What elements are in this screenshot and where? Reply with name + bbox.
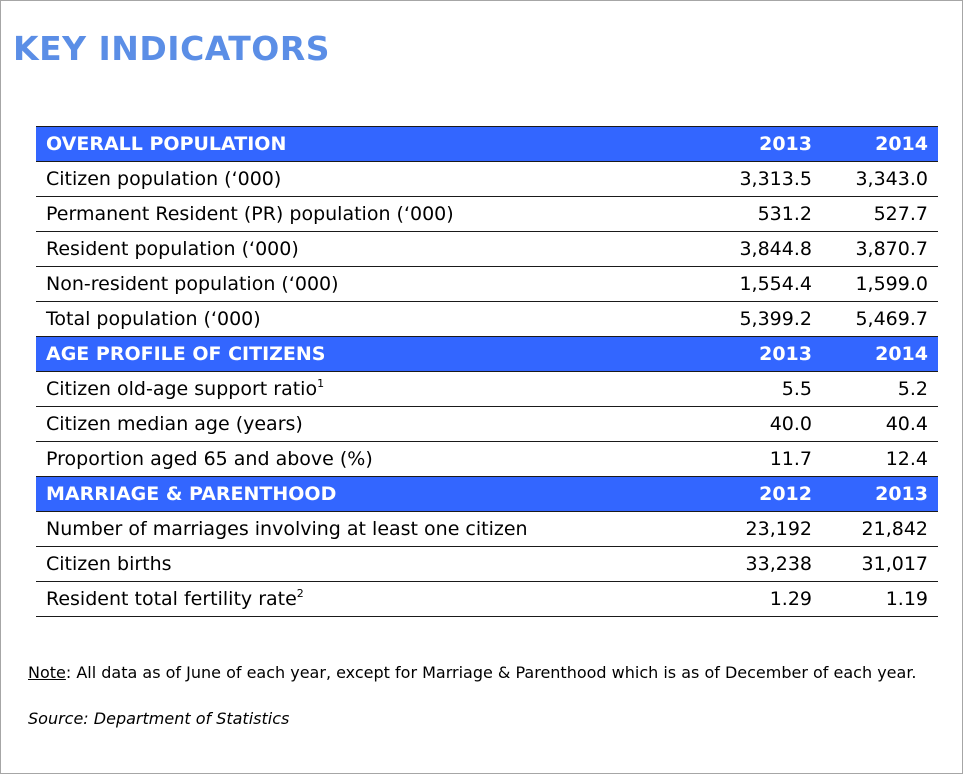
value-cell: 21,842 [822,511,938,547]
row-label: Citizen median age (years) [46,413,303,435]
footnote-marker: 1 [317,377,325,390]
row-label-cell: Resident population (‘000) [36,231,706,267]
row-label: Citizen births [46,553,172,575]
row-label-cell: Non-resident population (‘000) [36,266,706,302]
value-cell: 12.4 [822,441,938,477]
section-header-row: MARRIAGE & PARENTHOOD 2012 2013 [36,476,938,512]
value-cell: 3,844.8 [706,231,822,267]
value-cell: 1,599.0 [822,266,938,302]
row-label: Total population (‘000) [46,308,261,330]
row-label-cell: Citizen old-age support ratio1 [36,371,706,407]
year-header: 2014 [822,126,938,162]
year-header: 2012 [706,476,822,512]
table-row: Non-resident population (‘000) 1,554.4 1,5… [36,266,938,302]
table-row: Citizen births 33,238 31,017 [36,546,938,582]
value-cell: 3,313.5 [706,161,822,197]
note: Note: All data as of June of each year, … [28,661,963,685]
value-cell: 31,017 [822,546,938,582]
row-label-cell: Citizen births [36,546,706,582]
value-cell: 5,399.2 [706,301,822,337]
value-cell: 40.0 [706,406,822,442]
table-row: Total population (‘000) 5,399.2 5,469.7 [36,301,938,337]
footnote-marker: 2 [296,587,304,600]
value-cell: 23,192 [706,511,822,547]
value-cell: 11.7 [706,441,822,477]
value-cell: 531.2 [706,196,822,232]
note-label: Note [28,663,66,682]
source: Source: Department of Statistics [28,709,290,728]
row-label-cell: Permanent Resident (PR) population (‘000… [36,196,706,232]
section-header-row: OVERALL POPULATION 2013 2014 [36,126,938,162]
value-cell: 33,238 [706,546,822,582]
table-row: Resident population (‘000) 3,844.8 3,870.7 [36,231,938,267]
value-cell: 3,870.7 [822,231,938,267]
row-label-cell: Proportion aged 65 and above (%) [36,441,706,477]
section-header-row: AGE PROFILE OF CITIZENS 2013 2014 [36,336,938,372]
value-cell: 40.4 [822,406,938,442]
table-row: Proportion aged 65 and above (%) 11.7 12.4 [36,441,938,477]
value-cell: 1.29 [706,581,822,617]
row-label: Resident population (‘000) [46,238,299,260]
value-cell: 5,469.7 [822,301,938,337]
table-row: Number of marriages involving at least o… [36,511,938,547]
value-cell: 5.5 [706,371,822,407]
table-row: Citizen old-age support ratio1 5.5 5.2 [36,371,938,407]
year-header: 2013 [706,126,822,162]
year-header: 2014 [822,336,938,372]
section-header-label: AGE PROFILE OF CITIZENS [36,336,706,372]
key-indicators-table: OVERALL POPULATION 2013 2014 Citizen popula… [36,126,938,617]
table-row: Resident total fertility rate2 1.29 1.19 [36,581,938,617]
note-text: : All data as of June of each year, exce… [65,663,917,682]
row-label: Resident total fertility rate [46,588,297,610]
value-cell: 527.7 [822,196,938,232]
section-header-label: OVERALL POPULATION [36,126,706,162]
row-label-cell: Citizen median age (years) [36,406,706,442]
table-row: Permanent Resident (PR) population (‘000… [36,196,938,232]
row-label: Citizen old-age support ratio [46,378,318,400]
row-label-cell: Citizen population (‘000) [36,161,706,197]
value-cell: 3,343.0 [822,161,938,197]
row-label-cell: Resident total fertility rate2 [36,581,706,617]
row-label: Proportion aged 65 and above (%) [46,448,373,470]
section-header-label: MARRIAGE & PARENTHOOD [36,476,706,512]
year-header: 2013 [822,476,938,512]
row-label: Permanent Resident (PR) population (‘000… [46,203,454,225]
row-label: Non-resident population (‘000) [46,273,339,295]
row-label: Citizen population (‘000) [46,168,282,190]
value-cell: 1.19 [822,581,938,617]
row-label-cell: Number of marriages involving at least o… [36,511,706,547]
year-header: 2013 [706,336,822,372]
row-label: Number of marriages involving at least o… [46,518,528,540]
page-title: KEY INDICATORS [13,29,331,68]
row-label-cell: Total population (‘000) [36,301,706,337]
value-cell: 5.2 [822,371,938,407]
table-row: Citizen median age (years) 40.0 40.4 [36,406,938,442]
value-cell: 1,554.4 [706,266,822,302]
table-row: Citizen population (‘000) 3,313.5 3,343.0 [36,161,938,197]
